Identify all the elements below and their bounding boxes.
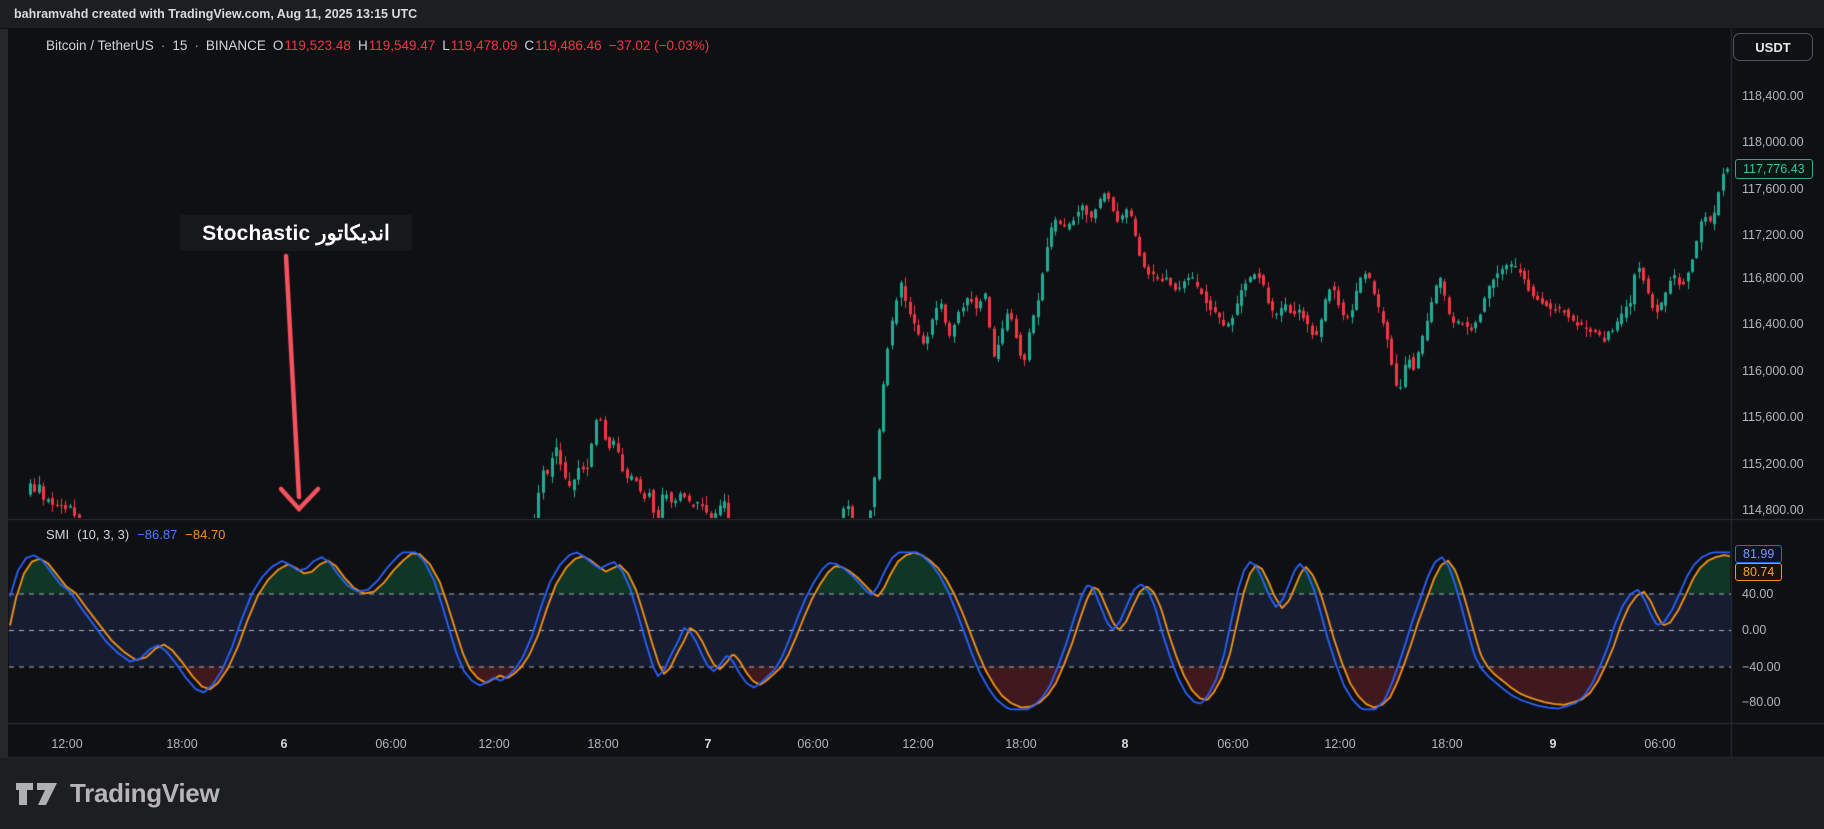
ohlc-high: H119,549.47 xyxy=(358,38,435,53)
time-axis-label: 12:00 xyxy=(1324,737,1355,751)
price-axis-label: 117,600.00 xyxy=(1742,182,1804,196)
symbol-header[interactable]: Bitcoin / TetherUS · 15 · BINANCE O119,5… xyxy=(46,34,709,56)
ohlc-open: O119,523.48 xyxy=(273,38,351,53)
price-axis-label: 118,000.00 xyxy=(1742,135,1804,149)
time-axis-label: 06:00 xyxy=(375,737,406,751)
annotation-text: Stochastic انديكاتور xyxy=(202,221,390,246)
change-label: −37.02 (−0.03%) xyxy=(609,38,710,53)
left-gutter xyxy=(0,28,8,758)
currency-toggle-button[interactable]: USDT xyxy=(1733,33,1813,61)
time-axis-label: 18:00 xyxy=(587,737,618,751)
smi-axis-label: 0.00 xyxy=(1742,623,1766,637)
time-axis-label: 06:00 xyxy=(1217,737,1248,751)
smi-axis-label: 40.00 xyxy=(1742,587,1773,601)
smi-badge-orange: 80.74 xyxy=(1735,563,1782,581)
attribution-bar: bahramvahd created with TradingView.com,… xyxy=(0,0,1824,29)
ohlc-low: L119,478.09 xyxy=(442,38,517,53)
time-axis-label: 06:00 xyxy=(1644,737,1675,751)
price-axis-label: 116,400.00 xyxy=(1742,317,1804,331)
smi-title: SMI xyxy=(46,527,69,542)
time-axis-label: 9 xyxy=(1550,737,1557,751)
separator: · xyxy=(161,38,166,53)
tradingview-screenshot: bahramvahd created with TradingView.com,… xyxy=(0,0,1824,829)
separator: · xyxy=(194,38,199,53)
smi-badge-blue: 81.99 xyxy=(1735,545,1782,563)
time-axis-label: 8 xyxy=(1122,737,1129,751)
time-axis-label: 12:00 xyxy=(51,737,82,751)
attribution-text: bahramvahd created with TradingView.com,… xyxy=(14,7,417,21)
smi-axis-label: −80.00 xyxy=(1742,695,1781,709)
currency-toggle-label: USDT xyxy=(1755,40,1790,55)
smi-axis-label: −40.00 xyxy=(1742,660,1781,674)
smi-value-blue: −86.87 xyxy=(137,527,177,542)
smi-value-orange: −84.70 xyxy=(185,527,225,542)
time-axis-label: 06:00 xyxy=(797,737,828,751)
exchange-label: BINANCE xyxy=(206,38,266,53)
tradingview-logo[interactable]: TradingView xyxy=(14,778,219,810)
footer-bar: TradingView xyxy=(0,758,1824,829)
chart-canvas[interactable] xyxy=(0,0,1824,829)
smi-params: (10, 3, 3) xyxy=(77,527,129,542)
time-axis-label: 18:00 xyxy=(1005,737,1036,751)
price-axis-label: 115,600.00 xyxy=(1742,410,1804,424)
time-axis-label: 18:00 xyxy=(166,737,197,751)
tradingview-logo-text: TradingView xyxy=(70,778,219,809)
price-axis-label: 114,800.00 xyxy=(1742,503,1804,517)
time-axis-label: 6 xyxy=(281,737,288,751)
tradingview-logo-icon xyxy=(14,778,60,810)
price-axis-label: 116,800.00 xyxy=(1742,271,1804,285)
price-axis-label: 116,000.00 xyxy=(1742,364,1804,378)
smi-indicator-header[interactable]: SMI (10, 3, 3) −86.87 −84.70 xyxy=(46,525,225,543)
time-axis-label: 18:00 xyxy=(1431,737,1462,751)
price-axis-label: 115,200.00 xyxy=(1742,457,1804,471)
annotation-textbox[interactable]: Stochastic انديكاتور xyxy=(180,215,412,251)
time-axis-label: 12:00 xyxy=(902,737,933,751)
price-axis-label: 117,200.00 xyxy=(1742,228,1804,242)
ohlc-close: C119,486.46 xyxy=(524,38,601,53)
last-price-badge: 117,776.43 xyxy=(1735,159,1813,179)
time-axis-label: 7 xyxy=(705,737,712,751)
interval-label[interactable]: 15 xyxy=(172,38,187,53)
price-axis-label: 118,400.00 xyxy=(1742,89,1804,103)
symbol-name[interactable]: Bitcoin / TetherUS xyxy=(46,38,154,53)
time-axis-label: 12:00 xyxy=(478,737,509,751)
